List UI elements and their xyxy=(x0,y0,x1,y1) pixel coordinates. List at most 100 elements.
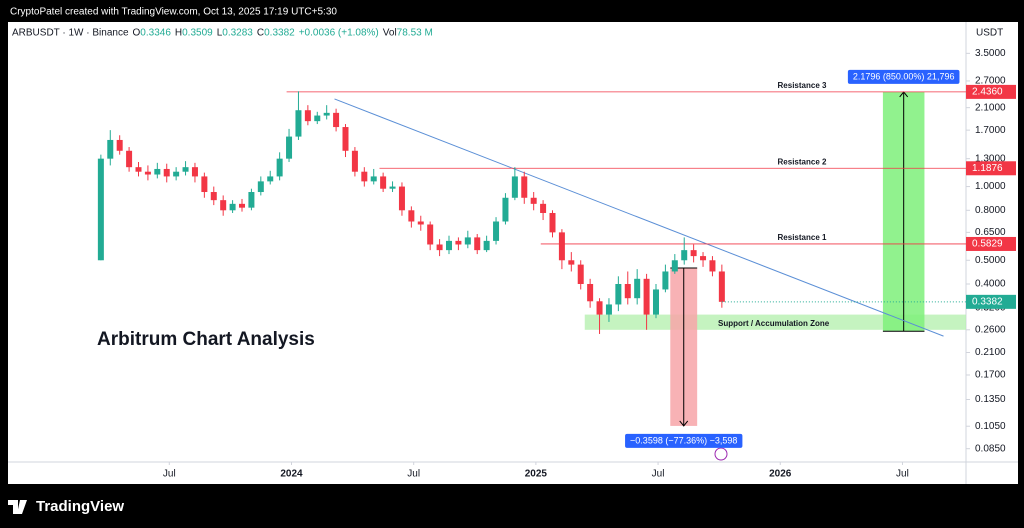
price-tag-label: 2.4360 xyxy=(972,87,1003,98)
y-tick-label: 0.8000 xyxy=(975,205,1006,216)
y-tick-label: 0.1050 xyxy=(975,421,1006,432)
candle-body xyxy=(380,176,387,189)
x-tick-label: 2026 xyxy=(769,469,792,480)
y-tick-label: 0.2600 xyxy=(975,324,1006,335)
legend-item: 0.3382 xyxy=(264,28,295,39)
candle-body xyxy=(342,127,349,151)
resistance-name: Resistance 3 xyxy=(778,81,827,90)
event-icon xyxy=(714,447,728,461)
candle-body xyxy=(615,283,622,305)
brand: TradingView xyxy=(36,498,124,515)
candle-body xyxy=(370,176,377,182)
candle-body xyxy=(295,110,302,137)
y-tick-label: 0.6500 xyxy=(975,227,1006,238)
candle-body xyxy=(398,186,405,211)
x-tick-label: Jul xyxy=(163,469,176,480)
candle-body xyxy=(144,171,151,175)
candle-body xyxy=(624,283,631,299)
price-tag xyxy=(966,84,1016,99)
chart-panel xyxy=(8,22,1018,484)
y-tick-label: 0.1700 xyxy=(975,370,1006,381)
y-tick-label: 2.7000 xyxy=(975,76,1006,87)
candle-body xyxy=(700,256,707,261)
resistance-name: Resistance 1 xyxy=(778,233,827,242)
candle-body xyxy=(182,167,189,172)
y-tick-label: 3.5000 xyxy=(975,48,1006,59)
candle-body xyxy=(596,301,603,315)
candle-body xyxy=(191,167,198,177)
y-tick-label: 1.3000 xyxy=(975,153,1006,164)
y-tick-label: 0.4000 xyxy=(975,279,1006,290)
legend-item: 78.53 M xyxy=(397,28,433,39)
measure-label: 2.1796 (850.00%) 21,796 xyxy=(847,69,960,84)
candle-body xyxy=(333,112,340,128)
candle-body xyxy=(455,240,462,245)
price-tag-label: 1.1876 xyxy=(972,163,1003,174)
price-tag-label: 0.5829 xyxy=(972,239,1003,250)
candle-body xyxy=(643,278,650,315)
candle-body xyxy=(464,237,471,245)
candle-body xyxy=(229,203,236,211)
legend-item: ARBUSDT · 1W · Binance xyxy=(12,28,129,39)
candle-body xyxy=(549,212,556,233)
candle-body xyxy=(154,168,161,175)
x-tick-label: Jul xyxy=(652,469,665,480)
legend-item: 0.3346 xyxy=(140,28,171,39)
price-tag xyxy=(966,236,1016,251)
candle-body xyxy=(474,237,481,251)
candle-body xyxy=(502,197,509,222)
candle-body xyxy=(521,176,528,198)
support-label: Support / Accumulation Zone xyxy=(718,319,830,328)
legend-item: L xyxy=(217,28,223,39)
candle-body xyxy=(220,200,227,211)
candle-body xyxy=(493,221,500,241)
candle-body xyxy=(276,158,283,177)
candle-body xyxy=(116,139,123,151)
legend-item: +0.0036 (+1.08%) xyxy=(299,28,379,39)
candle-body xyxy=(577,264,584,284)
legend-item: 0.3283 xyxy=(222,28,253,39)
logo-icon xyxy=(8,500,27,514)
candle-body xyxy=(135,167,142,172)
y-tick-label: 0.5000 xyxy=(975,255,1006,266)
candle-body xyxy=(445,240,452,251)
legend-item: O xyxy=(133,28,141,39)
y-tick-label: 1.0000 xyxy=(975,181,1006,192)
candle-body xyxy=(530,197,537,204)
legend-item: Vol xyxy=(383,28,397,39)
candle-body xyxy=(314,115,321,122)
x-tick-label: 2025 xyxy=(525,469,548,480)
footer-logo: TradingView xyxy=(8,498,124,515)
candle-body xyxy=(718,271,725,302)
candle-body xyxy=(97,158,104,261)
candle-body xyxy=(323,112,330,116)
candle-body xyxy=(107,139,114,159)
attribution: CryptoPatel created with TradingView.com… xyxy=(10,7,337,18)
y-tick-label: 0.1350 xyxy=(975,394,1006,405)
candle-body xyxy=(210,192,217,201)
candle-body xyxy=(690,250,697,257)
legend-item: 0.3509 xyxy=(182,28,213,39)
x-tick-label: 2024 xyxy=(280,469,303,480)
candle-body xyxy=(257,181,264,193)
candle-body xyxy=(173,171,180,177)
candle-body xyxy=(304,110,311,122)
y-tick-label: 0.0850 xyxy=(975,443,1006,454)
measure-label-text: −0.3598 (−77.36%) −3,598 xyxy=(630,435,737,445)
measure-arrowhead xyxy=(679,420,689,427)
candle-body xyxy=(361,171,368,182)
candle-body xyxy=(671,260,678,272)
candle-body xyxy=(540,203,547,213)
price-tag xyxy=(966,161,1016,176)
candle-body xyxy=(286,136,293,159)
candle-body xyxy=(163,168,170,177)
candle-body xyxy=(201,176,208,193)
legend-item: H xyxy=(175,28,182,39)
candle-body xyxy=(652,289,659,315)
candle-body xyxy=(417,221,424,225)
resistance-name: Resistance 2 xyxy=(778,157,827,166)
last-price-tag xyxy=(966,294,1016,309)
candle-body xyxy=(681,250,688,261)
